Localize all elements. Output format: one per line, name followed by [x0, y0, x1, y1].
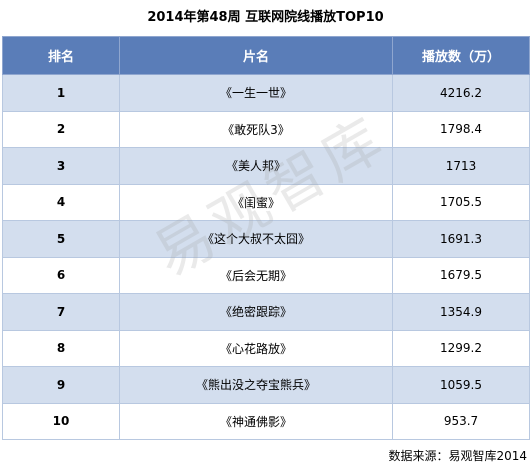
plays-cell: 1713 [392, 147, 530, 185]
table-row: 8 《心花路放》 1299.2 [2, 329, 530, 367]
rank-cell: 9 [2, 366, 120, 404]
title-cell: 《美人邦》 [119, 147, 393, 185]
rank-cell: 1 [2, 74, 120, 112]
rank-cell: 4 [2, 183, 120, 221]
table-row: 7 《绝密跟踪》 1354.9 [2, 293, 530, 331]
plays-cell: 953.7 [392, 402, 530, 440]
title-cell: 《后会无期》 [119, 256, 393, 294]
table-row: 4 《闺蜜》 1705.5 [2, 183, 530, 221]
table-row: 2 《敢死队3》 1798.4 [2, 110, 530, 148]
rank-cell: 10 [2, 402, 120, 440]
plays-cell: 4216.2 [392, 74, 530, 112]
title-cell: 《这个大叔不太囧》 [119, 220, 393, 258]
rank-cell: 6 [2, 256, 120, 294]
title-cell: 《绝密跟踪》 [119, 293, 393, 331]
chart-title: 2014年第48周 互联网院线播放TOP10 [147, 10, 384, 25]
plays-cell: 1705.5 [392, 183, 530, 221]
title-cell: 《神通佛影》 [119, 402, 393, 440]
source-note: 数据来源：易观智库2014 [388, 449, 527, 463]
ranking-table: 排名 片名 播放数（万） 1 《一生一世》 4216.2 2 《敢死队3》 1798.4 3… [2, 36, 530, 440]
table-row: 3 《美人邦》 1713 [2, 147, 530, 185]
table-row: 1 《一生一世》 4216.2 [2, 74, 530, 112]
header-plays: 播放数（万） [392, 36, 530, 75]
rank-cell: 3 [2, 147, 120, 185]
rank-cell: 8 [2, 329, 120, 367]
title-cell: 《一生一世》 [119, 74, 393, 112]
title-cell: 《闺蜜》 [119, 183, 393, 221]
rank-cell: 7 [2, 293, 120, 331]
title-cell: 《熊出没之夺宝熊兵》 [119, 366, 393, 404]
table-row: 6 《后会无期》 1679.5 [2, 256, 530, 294]
table-row: 10 《神通佛影》 953.7 [2, 402, 530, 440]
title-cell: 《心花路放》 [119, 329, 393, 367]
header-name: 片名 [119, 36, 393, 75]
plays-cell: 1059.5 [392, 366, 530, 404]
header-rank: 排名 [2, 36, 120, 75]
rank-cell: 2 [2, 110, 120, 148]
plays-cell: 1354.9 [392, 293, 530, 331]
title-cell: 《敢死队3》 [119, 110, 393, 148]
plays-cell: 1691.3 [392, 220, 530, 258]
plays-cell: 1679.5 [392, 256, 530, 294]
table-row: 5 《这个大叔不太囧》 1691.3 [2, 220, 530, 258]
header-row: 排名 片名 播放数（万） [2, 36, 530, 75]
rank-cell: 5 [2, 220, 120, 258]
table-row: 9 《熊出没之夺宝熊兵》 1059.5 [2, 366, 530, 404]
plays-cell: 1798.4 [392, 110, 530, 148]
plays-cell: 1299.2 [392, 329, 530, 367]
table-body: 1 《一生一世》 4216.2 2 《敢死队3》 1798.4 3 《美人邦》 1713 4 《闺蜜… [2, 74, 530, 440]
